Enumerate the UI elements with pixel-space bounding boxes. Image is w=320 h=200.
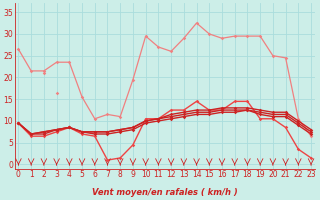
X-axis label: Vent moyen/en rafales ( km/h ): Vent moyen/en rafales ( km/h ) — [92, 188, 238, 197]
